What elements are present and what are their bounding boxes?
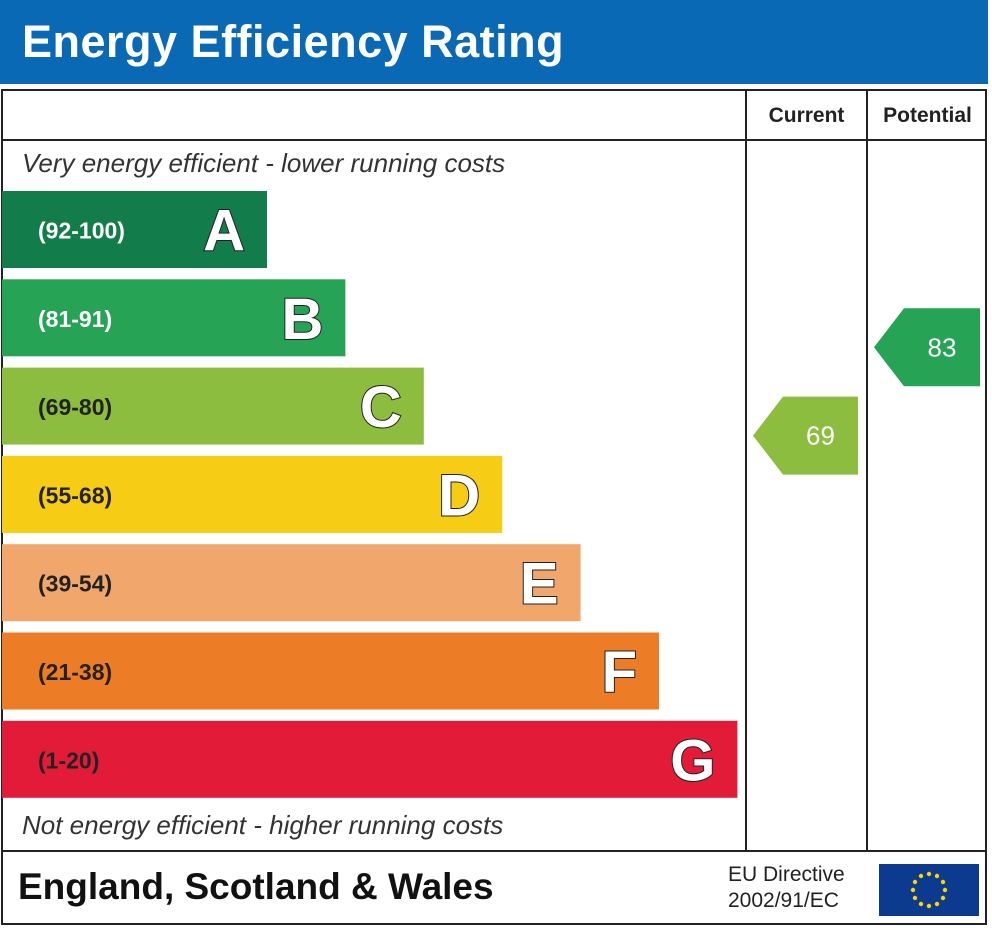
band-letter-c: C [360, 375, 402, 440]
eu-flag-icon [879, 864, 979, 916]
band-range-e: (39-54) [38, 571, 112, 597]
band-range-b: (81-91) [38, 306, 112, 332]
band-letter-d: D [438, 463, 480, 528]
note-top: Very energy efficient - lower running co… [22, 148, 506, 178]
rating-arrow-current [753, 396, 858, 475]
header-banner: Energy Efficiency Rating [0, 0, 988, 84]
band-letter-e: E [520, 552, 559, 617]
column-header-potential: Potential [883, 104, 972, 127]
eu-directive: EU Directive 2002/91/EC [728, 862, 845, 914]
column-header-current: Current [768, 104, 845, 127]
chart-title: Energy Efficiency Rating [22, 16, 565, 67]
band-letter-g: G [670, 728, 715, 793]
band-bar-a [2, 191, 267, 268]
band-bar-g [2, 720, 738, 798]
divider-current [745, 89, 747, 852]
rating-arrow-potential [874, 308, 980, 387]
band-bar-d [2, 455, 503, 533]
eu-directive-line1: EU Directive [728, 863, 845, 886]
header-rule [1, 139, 987, 141]
band-range-g: (1-20) [38, 747, 99, 773]
band-range-c: (69-80) [38, 394, 112, 420]
rating-value-potential: 83 [928, 332, 957, 362]
eu-directive-line2: 2002/91/EC [728, 889, 839, 912]
band-bar-c [2, 367, 424, 445]
band-range-f: (21-38) [38, 659, 112, 685]
band-range-d: (55-68) [38, 482, 112, 508]
band-bar-e [2, 544, 581, 622]
note-bottom: Not energy efficient - higher running co… [22, 810, 504, 840]
band-bar-f [2, 632, 659, 710]
band-bar-b [2, 279, 346, 357]
band-letter-b: B [282, 287, 324, 352]
band-range-a: (92-100) [38, 218, 125, 244]
region-label: England, Scotland & Wales [18, 866, 494, 907]
rating-value-current: 69 [806, 421, 835, 451]
band-letter-a: A [203, 199, 245, 264]
band-letter-f: F [602, 640, 637, 705]
footer-rule [1, 850, 987, 852]
divider-potential [866, 89, 868, 852]
